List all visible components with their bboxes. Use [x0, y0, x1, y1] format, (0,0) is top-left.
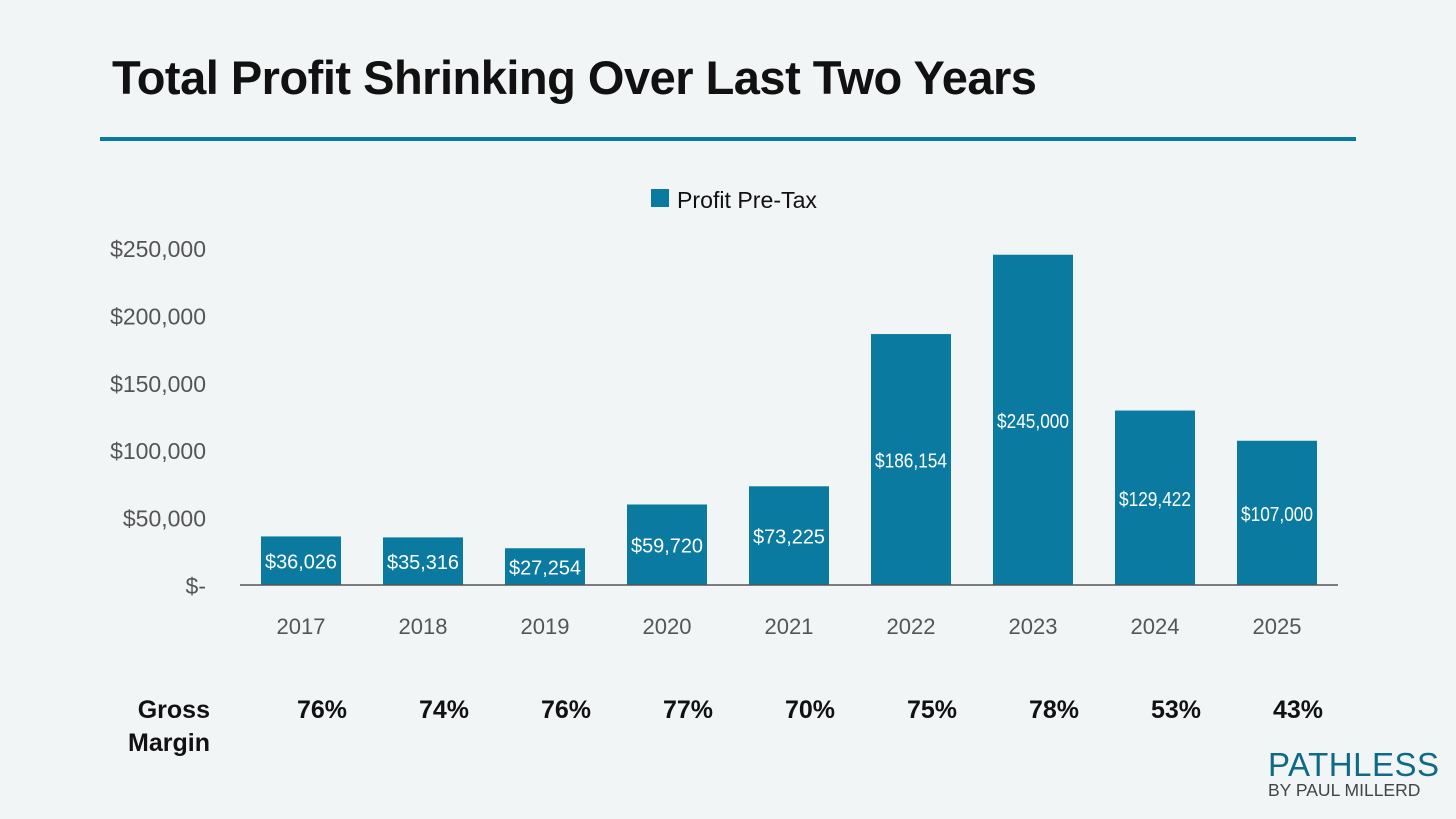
legend-swatch	[651, 189, 669, 207]
gross-margin-value: 75%	[907, 696, 957, 724]
data-label: $107,000	[1241, 504, 1313, 526]
gross-margin-value: 43%	[1273, 696, 1323, 724]
gross-margin-value: 76%	[541, 696, 591, 724]
y-tick-label: $150,000	[110, 371, 206, 397]
slide-title: Total Profit Shrinking Over Last Two Yea…	[112, 51, 1037, 104]
gross-margin-value: 74%	[419, 696, 469, 724]
y-tick-label: $200,000	[110, 303, 206, 329]
gross-margin-value: 78%	[1029, 696, 1079, 724]
y-tick-label: $250,000	[110, 236, 206, 262]
x-tick-label: 2018	[399, 614, 448, 639]
gross-margin-value: 77%	[663, 696, 713, 724]
x-tick-label: 2025	[1253, 614, 1302, 639]
bar-2019	[505, 548, 585, 585]
x-tick-label: 2020	[643, 614, 692, 639]
logo-byline: BY PAUL MILLERD	[1268, 780, 1421, 800]
data-label: $73,225	[753, 527, 825, 549]
x-tick-label: 2019	[521, 614, 570, 639]
y-tick-label: $-	[186, 573, 206, 599]
x-tick-label: 2023	[1009, 614, 1058, 639]
y-tick-label: $100,000	[110, 438, 206, 464]
data-label: $186,154	[875, 451, 947, 473]
bar-2020	[627, 504, 707, 585]
gross-margin-label: Margin	[128, 729, 210, 757]
gross-margin-value: 76%	[297, 696, 347, 724]
x-tick-label: 2022	[887, 614, 936, 639]
legend-label: Profit Pre-Tax	[677, 187, 817, 213]
data-label: $27,254	[509, 558, 581, 580]
bar-2018	[383, 537, 463, 585]
bar-2025	[1237, 440, 1317, 585]
data-label: $129,422	[1119, 489, 1191, 511]
logo: PATHLESS BY PAUL MILLERD	[1268, 748, 1440, 799]
y-tick-label: $50,000	[123, 506, 206, 532]
data-label: $245,000	[997, 411, 1069, 433]
gross-margin-value: 53%	[1151, 696, 1201, 724]
data-label: $59,720	[631, 536, 703, 558]
bar-2022	[871, 334, 951, 585]
bar-2023	[993, 254, 1073, 586]
data-label: $35,316	[387, 552, 459, 574]
title-divider	[100, 137, 1356, 141]
bar-2017	[261, 536, 341, 585]
gross-margin-label: Gross	[138, 696, 210, 724]
logo-name: PATHLESS	[1268, 746, 1440, 783]
x-tick-label: 2017	[277, 614, 326, 639]
gross-margin-value: 70%	[785, 696, 835, 724]
x-tick-label: 2024	[1131, 614, 1180, 639]
data-label: $36,026	[265, 552, 337, 574]
x-tick-label: 2021	[765, 614, 814, 639]
bar-2024	[1115, 410, 1195, 585]
bar-2021	[749, 486, 829, 585]
